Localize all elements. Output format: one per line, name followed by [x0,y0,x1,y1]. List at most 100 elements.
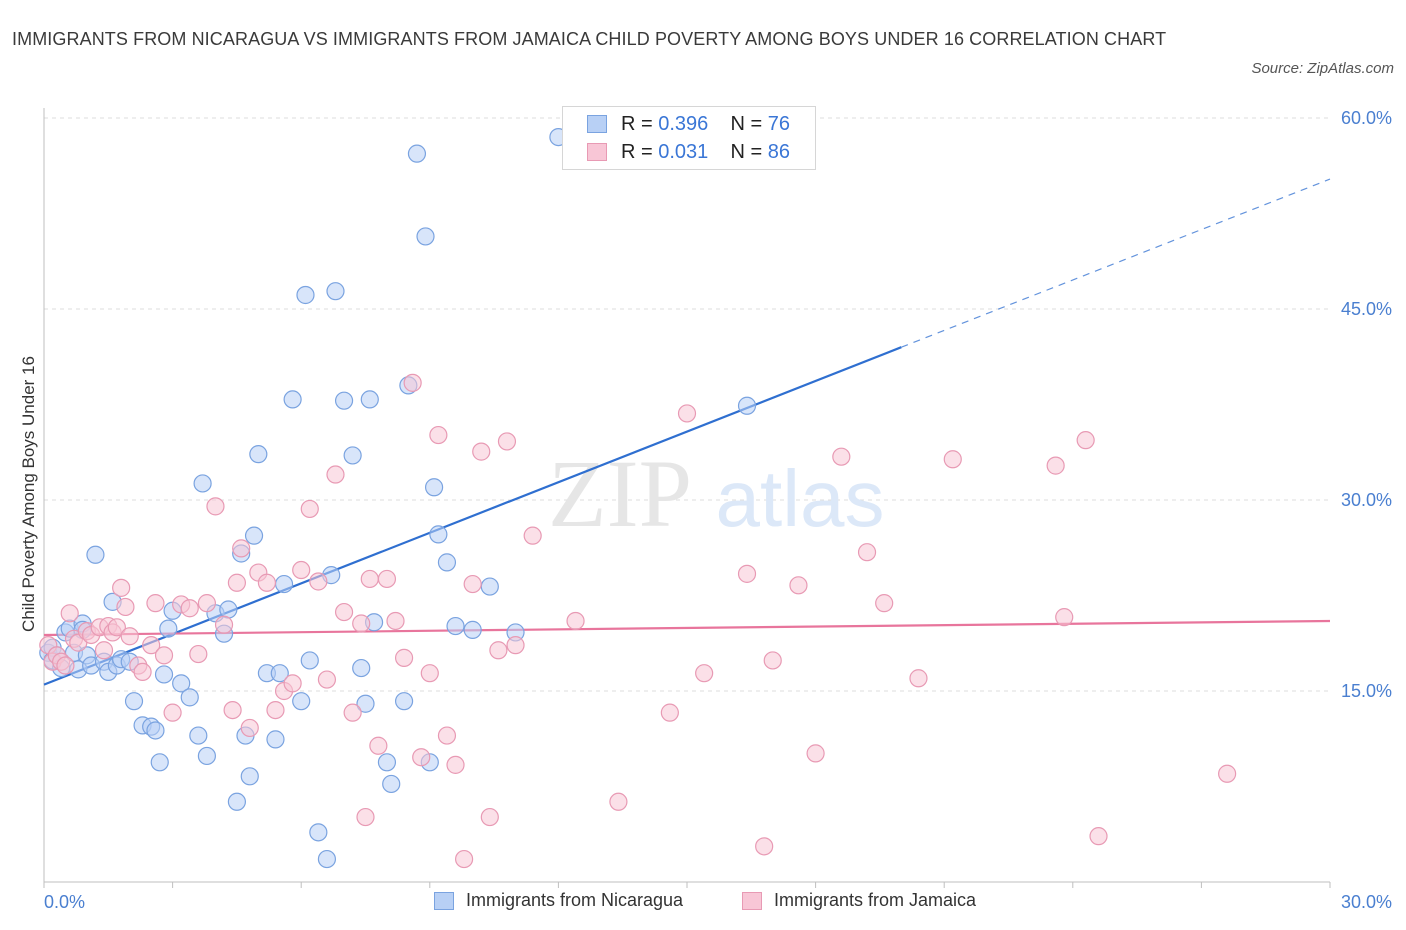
data-point [343,446,362,465]
data-point [154,646,174,665]
data-point [257,573,277,592]
y-tick-label: 60.0% [1341,108,1392,128]
data-point [244,526,264,545]
data-point [189,726,208,745]
data-point [472,442,491,461]
data-point [480,807,499,827]
data-point [249,445,268,464]
data-point [159,619,178,638]
data-point [154,665,174,684]
data-point [437,553,457,572]
data-point [446,755,465,774]
data-point [609,792,628,811]
data-point [463,620,482,639]
axes [43,108,1331,888]
data-point [206,497,225,516]
data-point [343,703,362,722]
data-point [489,641,508,660]
legend-n-label: N = [730,141,763,163]
bottom-legend-swatch-jamaica [742,892,762,910]
data-point [180,599,199,618]
x-tick-label: 30.0% [1341,892,1392,912]
data-point [232,539,251,558]
data-point [437,726,457,745]
data-point [146,721,165,740]
data-point [429,425,448,445]
legend-r-value: 0.396 [658,113,709,135]
trend-line-nicaragua [43,346,902,686]
data-point [789,576,808,595]
legend-r-label: R = [621,141,653,163]
data-point [283,390,302,409]
data-point [197,746,216,766]
data-point [943,450,962,469]
data-point [394,692,414,711]
data-point [60,604,79,623]
legend-swatch-jamaica [587,143,607,161]
tick-labels: 15.0% 30.0% 45.0% 60.0% 0.0% 30.0% [44,108,1392,912]
chart-title: IMMIGRANTS FROM NICARAGUA VS IMMIGRANTS … [12,29,1167,49]
data-point [506,636,525,655]
data-point [124,692,144,711]
data-point [424,478,444,497]
data-point [163,703,182,722]
bottom-legend-swatch-nicaragua [434,892,454,910]
data-point [334,391,354,410]
data-point [223,700,242,720]
data-point [407,144,427,163]
trend-line-extension [901,178,1331,348]
data-point [227,792,246,811]
data-point [386,611,405,631]
data-point [1076,431,1095,450]
data-point [133,662,152,682]
data-point [429,525,448,544]
data-point [317,849,337,869]
data-point [1218,764,1237,783]
data-point [737,564,757,583]
data-point [660,703,679,722]
data-point [875,594,894,613]
data-point [420,664,439,683]
trend-line-jamaica [43,619,1331,637]
data-point [356,694,375,713]
data-point [300,651,319,670]
data-point [270,664,289,683]
data-point [146,594,165,613]
data-point [227,573,246,592]
legend-n-value: 86 [767,141,791,163]
data-point [240,718,259,738]
data-point [523,526,542,545]
data-point [360,390,379,409]
data-point [857,543,877,562]
data-point [266,700,285,720]
x-tick-label: 0.0% [44,892,85,912]
data-point [309,823,328,842]
data-point [369,736,388,755]
data-point [180,688,199,707]
data-point [86,545,105,564]
data-point [197,594,216,613]
data-point [296,285,315,305]
data-point [806,744,825,763]
legend-r-label: R = [621,113,653,135]
y-axis-label: Child Poverty Among Boys Under 16 [19,356,38,632]
data-point [266,730,285,749]
bottom-legend-label-nicaragua: Immigrants from Nicaragua [466,890,684,910]
data-point [283,674,302,693]
data-point [142,636,161,655]
legend-r-value: 0.031 [658,141,709,163]
data-point [107,618,126,637]
y-tick-label: 30.0% [1341,490,1392,510]
y-tick-label: 15.0% [1341,681,1392,701]
data-point [394,648,414,667]
legend-n-value: 76 [767,113,791,135]
data-point [909,669,928,688]
data-point [317,670,337,689]
data-point [300,499,319,519]
data-point [377,753,397,772]
data-point [1055,608,1074,627]
data-point [737,396,757,415]
data-point [56,656,75,675]
data-point [377,569,397,589]
